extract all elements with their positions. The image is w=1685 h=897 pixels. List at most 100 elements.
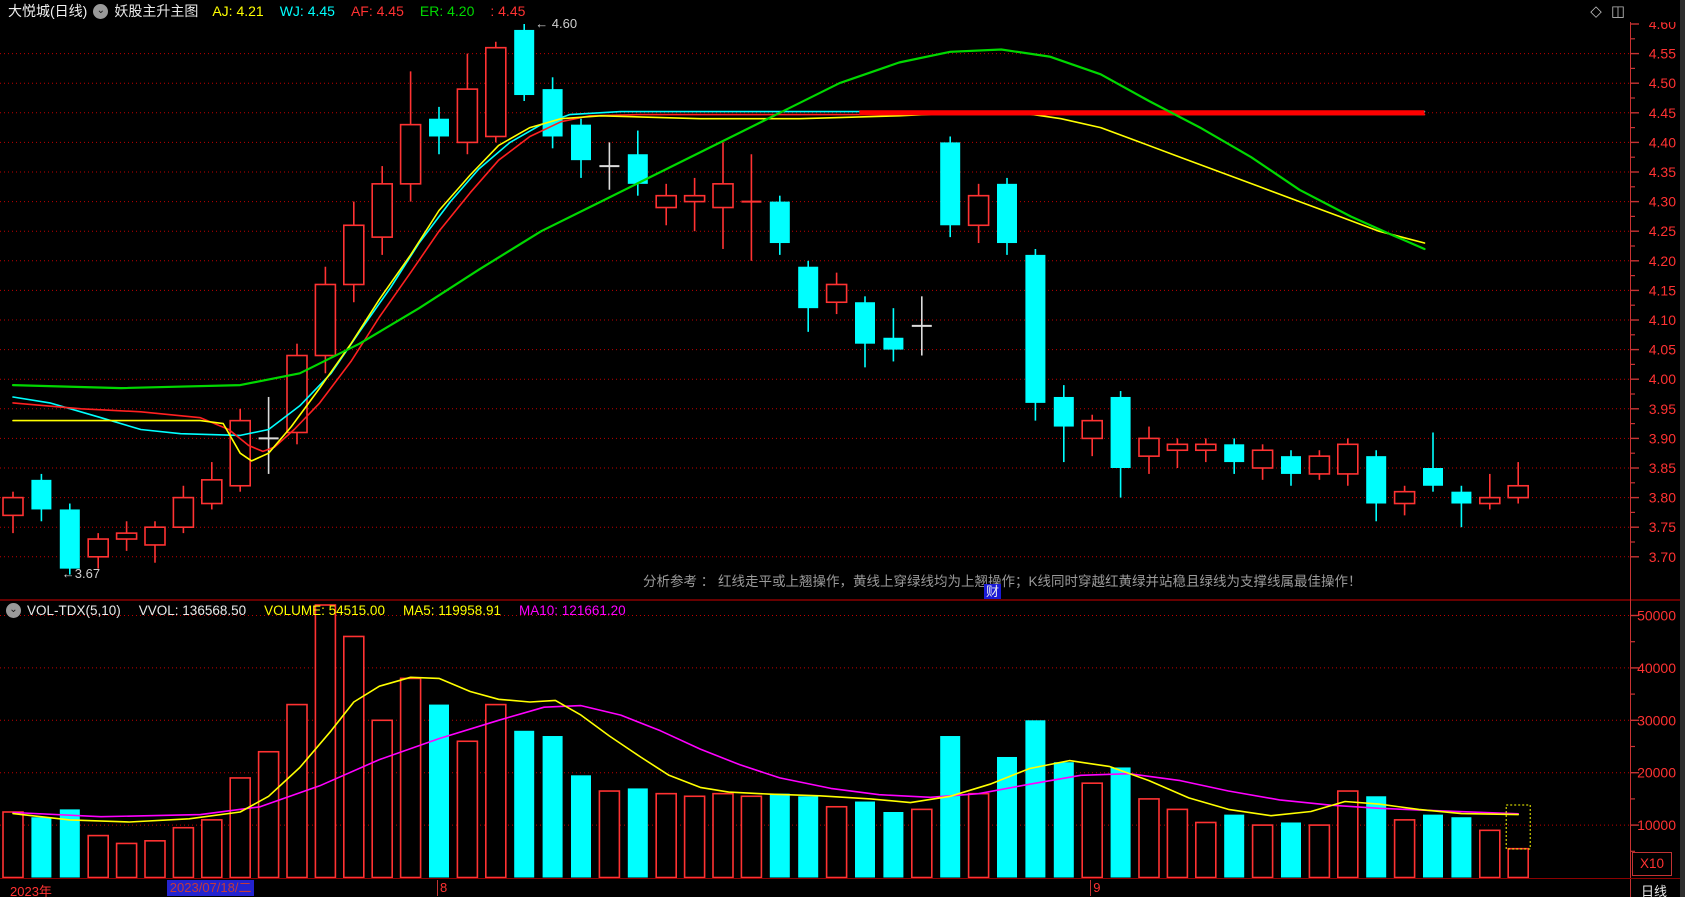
volume-bar <box>1366 796 1387 878</box>
candle-body <box>115 532 138 540</box>
candle-body <box>314 283 337 357</box>
candle-body <box>31 479 52 510</box>
candle-body <box>59 509 80 569</box>
ma-line-af <box>12 113 1426 453</box>
price-axis-label: 4.50 <box>1649 75 1676 91</box>
volume-bar <box>144 840 166 878</box>
candle-body <box>144 526 166 546</box>
status-bar: 2023年 2023/07/18/二 日线 8 9 <box>0 878 1685 897</box>
price-axis-label: 3.90 <box>1649 430 1676 446</box>
cai-badge: 财 <box>984 584 1002 599</box>
volume-bar <box>1393 819 1416 878</box>
volume-bar <box>1195 821 1217 878</box>
candle-body <box>87 538 109 558</box>
volume-field: VOL-TDX(5,10) <box>27 602 121 618</box>
statusbar-divider <box>1630 879 1631 897</box>
volume-field: VVOL: 136568.50 <box>138 602 247 618</box>
price-axis-label: 4.35 <box>1649 164 1676 180</box>
candle-body <box>201 479 223 505</box>
volume-axis-label: 40000 <box>1637 660 1676 676</box>
volume-bar <box>571 775 591 878</box>
candle-body <box>1281 456 1301 474</box>
price-axis-label: 3.85 <box>1649 460 1676 476</box>
volume-bar <box>883 812 904 878</box>
candle-body <box>627 154 648 184</box>
candle-body <box>1423 468 1443 486</box>
volume-bar <box>257 750 280 878</box>
candle-body <box>1308 455 1331 475</box>
candle-body <box>1166 443 1189 452</box>
price-axis-label: 4.45 <box>1649 105 1676 121</box>
period-label[interactable]: 日线 <box>1641 884 1668 897</box>
volume-bar <box>542 736 563 878</box>
cursor-selection-box <box>1505 804 1531 850</box>
candle-body <box>342 224 365 286</box>
volume-bar <box>1138 798 1160 878</box>
candle-body <box>769 201 790 244</box>
indicator-field: : 4.45 <box>490 3 526 19</box>
symbol-title: 大悦城(日线) <box>8 3 88 19</box>
scrollbar-strip[interactable] <box>1680 0 1685 897</box>
high-price-annotation: ← 4.60 <box>535 16 578 31</box>
candle-body <box>1366 456 1387 504</box>
volume-bar <box>484 703 507 878</box>
candle-body <box>1025 254 1046 403</box>
volume-bar <box>683 795 706 878</box>
selected-date[interactable]: 2023/07/18/二 <box>166 880 255 896</box>
volume-multiplier-badge: X10 <box>1632 852 1672 876</box>
candle-body <box>286 354 308 434</box>
indicator-field: WJ: 4.45 <box>279 3 335 19</box>
volume-axis-label: 50000 <box>1637 608 1676 624</box>
volume-bar <box>342 635 365 878</box>
indicator-name[interactable]: 妖股主升主图 <box>114 3 199 19</box>
volume-ma10-line <box>12 704 1519 818</box>
candle-body <box>997 183 1017 244</box>
chevron-down-icon[interactable]: ⌄ <box>93 3 109 19</box>
volume-bar <box>1281 822 1301 878</box>
volume-bar <box>87 834 109 878</box>
year-label: 2023年 <box>10 884 52 897</box>
volume-bar <box>115 842 138 878</box>
candle-body <box>683 194 706 203</box>
candle-body <box>1479 496 1501 505</box>
chart-canvas[interactable]: 4.60 4.55 4.50 4.45 4.40 4.35 4.30 4.25 4.20 4.15… <box>0 22 1685 878</box>
price-axis-label: 4.40 <box>1649 134 1676 150</box>
volume-bar <box>1110 767 1131 878</box>
volume-bar <box>712 792 734 878</box>
ma-line-aj <box>12 112 1426 462</box>
price-axis-label: 4.05 <box>1649 342 1676 358</box>
candle-body <box>1081 419 1103 440</box>
volume-bar <box>172 826 195 878</box>
volume-bar <box>1423 814 1443 878</box>
volume-bar <box>229 777 251 878</box>
chevron-down-icon[interactable]: ⌄ <box>6 602 21 618</box>
split-pane-icon[interactable]: ◫ <box>1610 3 1625 20</box>
price-axis-label: 3.80 <box>1649 490 1676 506</box>
volume-bar <box>855 801 875 878</box>
volume-bar <box>655 792 678 878</box>
candle-body <box>456 88 479 144</box>
volume-bar <box>371 719 394 878</box>
volume-bar <box>514 730 535 878</box>
candle-body <box>542 89 563 137</box>
indicator-values: AJ: 4.21 WJ: 4.45 AF: 4.45 ER: 4.20: 4.45 <box>212 3 541 19</box>
candle-body <box>1224 444 1245 463</box>
volume-bar <box>429 704 449 878</box>
candle-body <box>371 183 394 238</box>
volume-bar <box>798 796 819 878</box>
volume-bar <box>1081 782 1103 878</box>
title-bar: 大悦城(日线) ⌄ 妖股主升主图 AJ: 4.21 WJ: 4.45 AF: 4.4… <box>0 0 1685 22</box>
volume-bar <box>1337 790 1359 878</box>
candle-body <box>514 29 535 96</box>
volume-bar <box>31 817 52 878</box>
diamond-icon[interactable]: ◇ <box>1590 3 1602 20</box>
candle-body <box>1507 484 1529 499</box>
volume-values: VOL-TDX(5,10) VVOL: 136568.50 VOLUME: 5451… <box>27 603 644 618</box>
candle-body <box>399 123 422 185</box>
volume-field: MA10: 121661.20 <box>519 602 626 618</box>
volume-bar <box>910 808 933 878</box>
candle-body <box>2 496 24 517</box>
ma-line-er <box>11 48 1426 390</box>
candle-body <box>1337 443 1359 475</box>
